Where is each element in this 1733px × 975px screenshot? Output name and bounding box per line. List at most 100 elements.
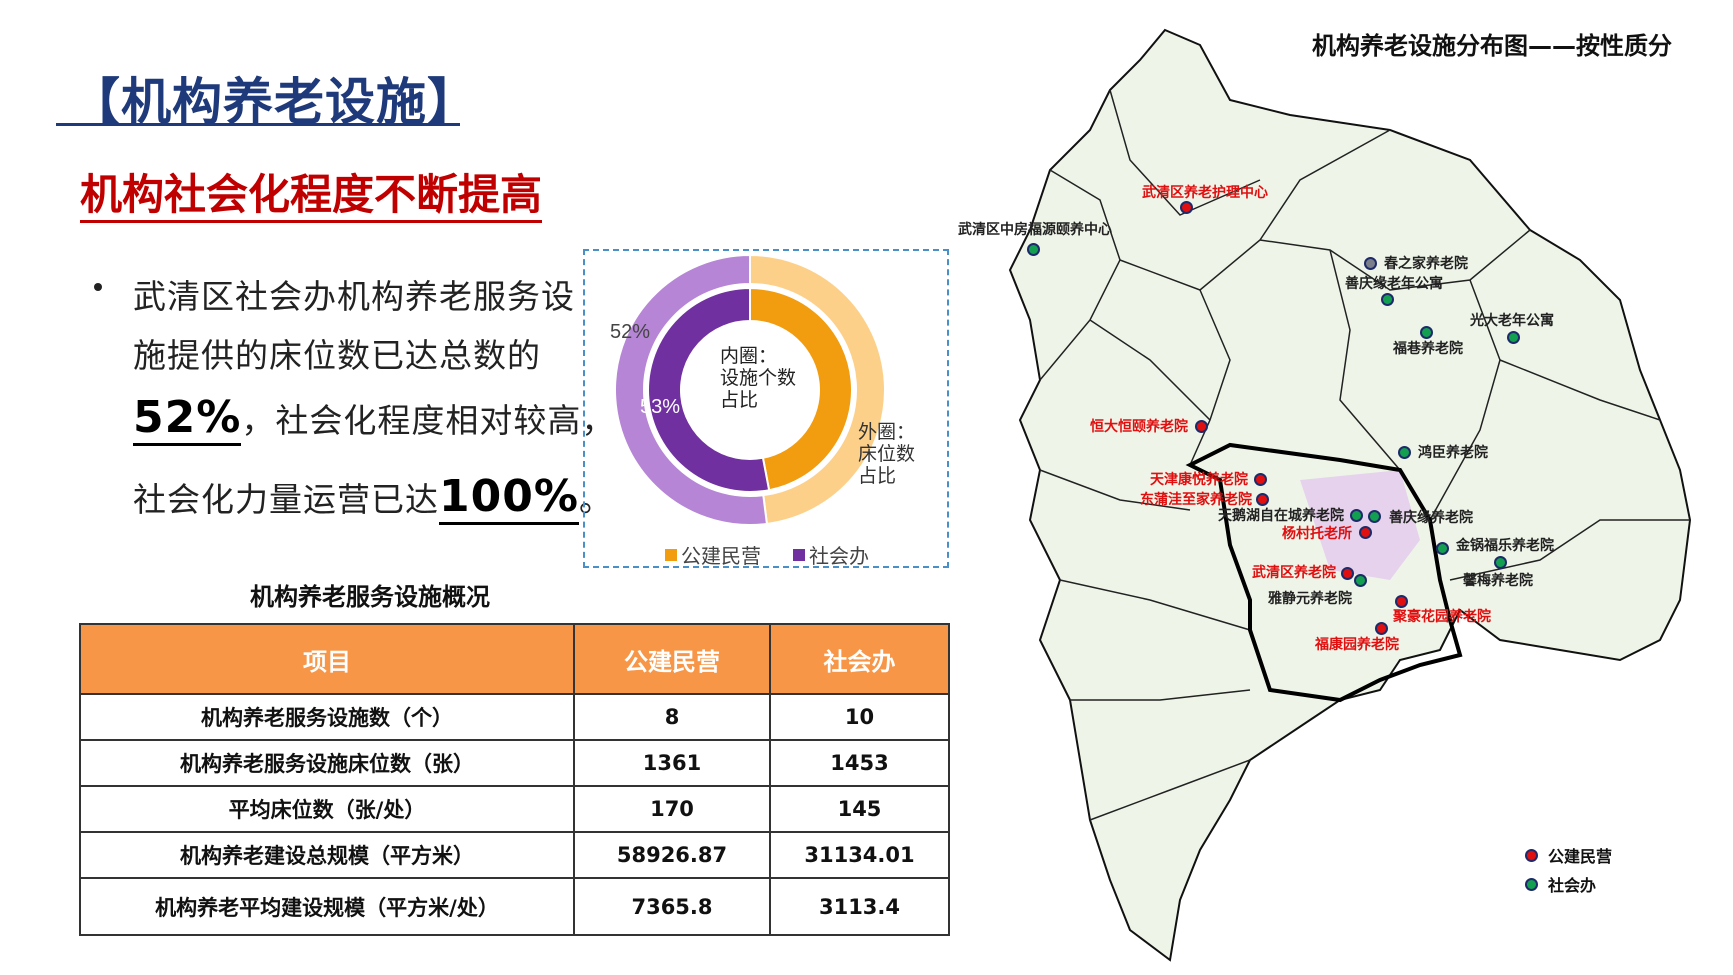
- inner-ring-note: 内圈：: [720, 345, 777, 367]
- facility-label: 光大老年公寓: [1470, 313, 1554, 329]
- district-map: [1008, 28, 1692, 962]
- central-boundary: [1185, 442, 1463, 703]
- facility-marker-icon[interactable]: [1398, 446, 1411, 459]
- facility-label: 武清区养老护理中心: [1142, 185, 1268, 201]
- table-row: 机构养老建设总规模（平方米） 58926.87 31134.01: [79, 831, 950, 879]
- green-dot-icon: [1525, 877, 1538, 891]
- table-caption: 机构养老服务设施概况: [250, 583, 490, 611]
- cell-value: 8: [573, 693, 771, 741]
- facility-marker-icon[interactable]: [1341, 567, 1354, 580]
- table-row: 平均床位数（张/处） 170 145: [79, 785, 950, 833]
- cell-value: 1361: [573, 739, 771, 787]
- township-boundaries: [1039, 89, 1690, 821]
- cell-value: 7365.8: [573, 877, 771, 936]
- bullet-line-4: 社会化力量运营已达100%。: [133, 471, 613, 525]
- facility-marker-icon[interactable]: [1256, 493, 1269, 506]
- facility-marker-icon[interactable]: [1027, 243, 1040, 256]
- bullet-line-1: 武清区社会办机构养老服务设: [133, 277, 575, 316]
- bullet-line-3: 52%，社会化程度相对较高，: [133, 392, 616, 446]
- cell-value: 170: [573, 785, 771, 833]
- table-row: 机构养老服务设施床位数（张） 1361 1453: [79, 739, 950, 787]
- facility-marker-icon[interactable]: [1350, 509, 1363, 522]
- row-label: 机构养老建设总规模（平方米）: [79, 831, 575, 879]
- table-row: 机构养老服务设施数（个） 8 10: [79, 693, 950, 741]
- cell-value: 31134.01: [769, 831, 950, 879]
- facility-marker-icon[interactable]: [1381, 293, 1394, 306]
- outer-ring-note: 占比: [858, 465, 896, 487]
- map-legend-social: 社会办: [1525, 872, 1596, 896]
- row-label: 机构养老平均建设规模（平方米/处）: [79, 877, 575, 936]
- facility-marker-icon[interactable]: [1180, 201, 1193, 214]
- donut-slice-outer-0: [749, 253, 886, 526]
- title-underline: [56, 123, 460, 126]
- data-label-inner-1: 53%: [640, 396, 680, 418]
- facility-marker-icon[interactable]: [1368, 510, 1381, 523]
- facility-marker-icon[interactable]: [1195, 420, 1208, 433]
- facility-marker-icon[interactable]: [1507, 331, 1520, 344]
- map-legend-label: 公建民营: [1548, 847, 1613, 866]
- facility-marker-icon[interactable]: [1354, 574, 1367, 587]
- map-legend-public: 公建民营: [1525, 843, 1612, 867]
- facility-label: 善庆缘老年公寓: [1345, 276, 1443, 292]
- highlight-52: 52%: [133, 392, 242, 446]
- cell-value: 10: [769, 693, 950, 741]
- subtitle: 机构社会化程度不断提高: [80, 170, 543, 223]
- facility-marker-icon[interactable]: [1364, 257, 1377, 270]
- facility-label: 福巷养老院: [1393, 341, 1463, 357]
- page-title: 【机构养老设施】: [70, 73, 478, 131]
- table-header: 社会办: [769, 623, 950, 695]
- row-label: 机构养老服务设施床位数（张）: [79, 739, 575, 787]
- data-label-outer-1: 52%: [610, 321, 650, 343]
- facility-marker-icon[interactable]: [1359, 526, 1372, 539]
- map-legend-label: 社会办: [1548, 876, 1597, 895]
- table-header: 公建民营: [573, 623, 771, 695]
- row-label: 平均床位数（张/处）: [79, 785, 575, 833]
- outer-ring-note: 床位数: [858, 443, 915, 465]
- row-label: 机构养老服务设施数（个）: [79, 693, 575, 741]
- table-row: 机构养老平均建设规模（平方米/处） 7365.8 3113.4: [79, 877, 950, 936]
- bullet-line-2: 施提供的床位数已达总数的: [133, 336, 541, 375]
- legend-label: 社会办: [809, 544, 869, 568]
- facility-label: 天津康悦养老院: [1150, 472, 1248, 488]
- legend-item-social: 社会办: [793, 540, 869, 569]
- facility-label: 馨梅养老院: [1463, 573, 1533, 589]
- facility-marker-icon[interactable]: [1436, 542, 1449, 555]
- facility-marker-icon[interactable]: [1375, 622, 1388, 635]
- red-dot-icon: [1525, 848, 1538, 862]
- cell-value: 58926.87: [573, 831, 771, 879]
- donut-slice-inner-1: [647, 286, 771, 493]
- facility-marker-icon[interactable]: [1254, 473, 1267, 486]
- facility-label: 鸿臣养老院: [1418, 445, 1488, 461]
- facility-label: 聚豪花园养老院: [1393, 609, 1491, 625]
- facility-marker-icon[interactable]: [1420, 326, 1433, 339]
- cell-value: 1453: [769, 739, 950, 787]
- highlight-100: 100%: [439, 471, 579, 525]
- facility-label: 恒大恒颐养老院: [1090, 419, 1188, 435]
- legend-label: 公建民营: [681, 544, 761, 568]
- facility-marker-icon[interactable]: [1395, 595, 1408, 608]
- facility-label: 东蒲洼至家养老院: [1140, 492, 1252, 508]
- facility-label: 福康园养老院: [1315, 637, 1399, 653]
- map-title: 机构养老设施分布图——按性质分: [1312, 32, 1672, 60]
- facility-label: 武清区养老院: [1252, 565, 1336, 581]
- facility-label: 天鹅湖自在城养老院: [1218, 508, 1344, 524]
- bullet-line-3-text: ，社会化程度相对较高，: [241, 401, 616, 440]
- donut-slice-inner-0: [749, 286, 853, 492]
- facility-table: 项目 公建民营 社会办 机构养老服务设施数（个） 8 10 机构养老服务设施床位数（张…: [79, 623, 950, 936]
- legend-swatch: [793, 548, 805, 561]
- bullet-line-4-text: 社会化力量运营已达: [133, 480, 439, 519]
- facility-label: 善庆缘养老院: [1389, 510, 1473, 526]
- bullet-icon: [94, 283, 102, 291]
- facility-label: 雅静元养老院: [1268, 591, 1352, 607]
- facility-label: 春之家养老院: [1384, 256, 1468, 272]
- facility-marker-icon[interactable]: [1494, 556, 1507, 569]
- inner-ring-note: 设施个数: [720, 367, 796, 389]
- facility-label: 金锅福乐养老院: [1456, 538, 1554, 554]
- outer-ring-note: 外圈：: [858, 421, 915, 443]
- inner-ring-note: 占比: [720, 389, 758, 411]
- cell-value: 145: [769, 785, 950, 833]
- donut-slice-outer-1: [614, 253, 769, 526]
- data-label-inner-0: 47%: [938, 455, 951, 477]
